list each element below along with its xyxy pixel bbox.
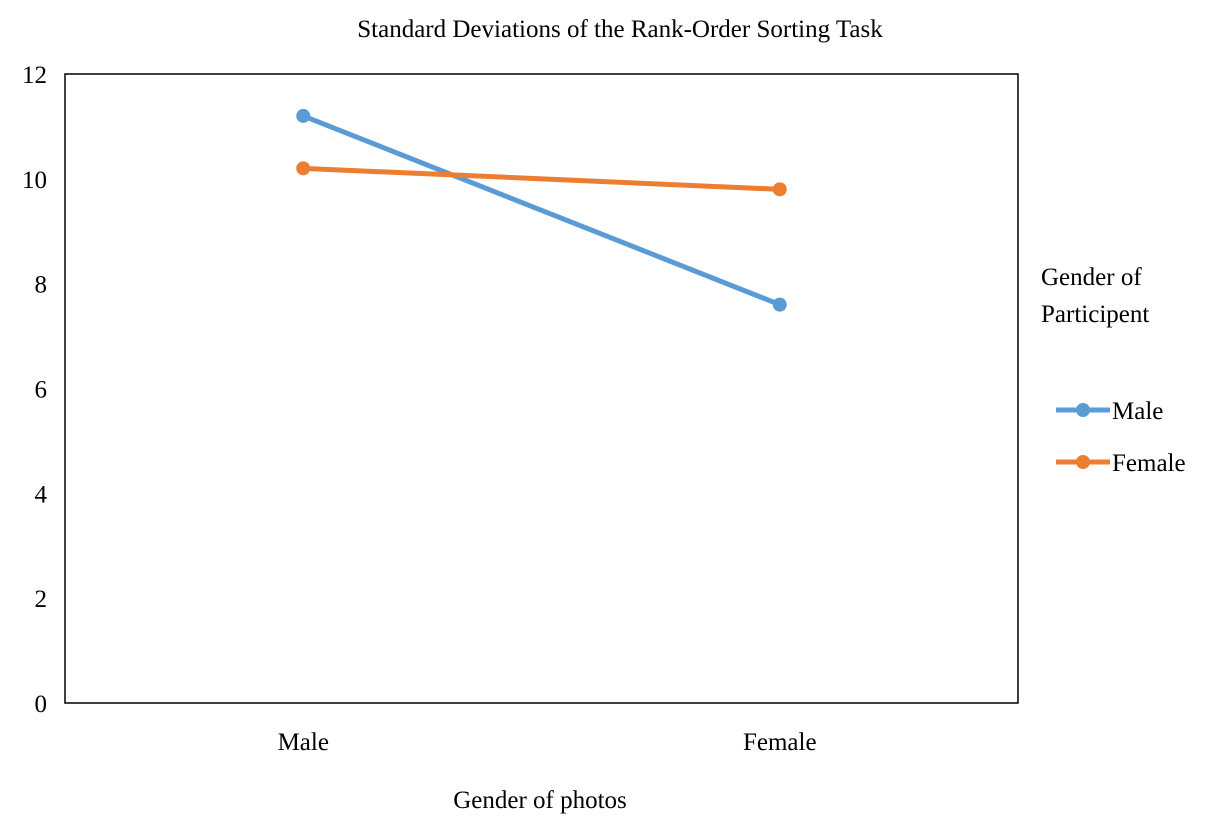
legend-title-line-2: Participent — [1041, 301, 1149, 328]
y-tick-label-6: 6 — [35, 377, 48, 404]
legend-item-female: Female — [1056, 450, 1186, 477]
x-axis-ticks: Male Female — [278, 729, 817, 756]
y-tick-label-8: 8 — [35, 272, 48, 299]
plot-area — [64, 73, 1019, 704]
y-axis-ticks: 0 2 4 6 8 10 12 — [22, 62, 48, 718]
series-line-male — [300, 113, 783, 308]
x-tick-label-male: Male — [278, 729, 329, 756]
data-point-male-female — [772, 297, 787, 312]
series-lines — [300, 113, 783, 308]
chart-title: Standard Deviations of the Rank-Order So… — [357, 16, 883, 43]
data-point-female-male — [296, 161, 311, 176]
y-tick-label-0: 0 — [35, 691, 48, 718]
x-tick-label-female: Female — [743, 729, 817, 756]
legend-label-female: Female — [1112, 450, 1186, 477]
legend-marker-female — [1076, 455, 1090, 469]
y-tick-label-12: 12 — [22, 62, 47, 89]
y-tick-label-2: 2 — [35, 586, 48, 613]
y-tick-label-10: 10 — [22, 167, 47, 194]
legend-item-male: Male — [1056, 398, 1163, 425]
legend-marker-male — [1076, 403, 1090, 417]
legend-title-line-1: Gender of — [1041, 264, 1142, 291]
y-tick-label-4: 4 — [35, 481, 48, 508]
legend-entries: Male Female — [1056, 398, 1186, 477]
series-line-female — [300, 165, 783, 192]
x-axis-label: Gender of photos — [453, 787, 627, 814]
legend: Gender of Participent Male Female — [1041, 264, 1186, 477]
legend-label-male: Male — [1112, 398, 1163, 425]
data-point-male-male — [296, 108, 311, 123]
data-point-female-female — [772, 182, 787, 197]
series-points — [296, 108, 787, 312]
